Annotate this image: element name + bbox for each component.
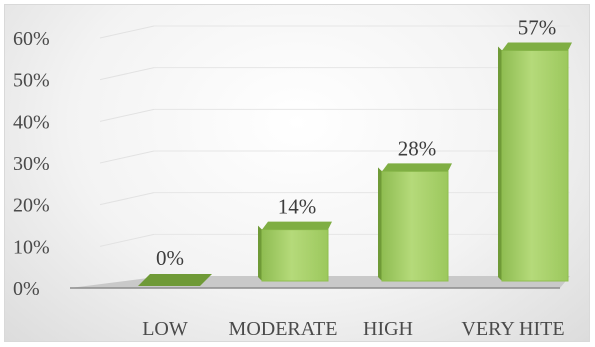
y-tick-label: 10%	[13, 236, 50, 258]
data-labels: 0% 14% 28% 57%	[156, 16, 556, 271]
data-label-3: 57%	[518, 16, 557, 40]
bar-side	[258, 225, 262, 281]
gridline-diag-3	[99, 150, 155, 164]
x-category-label-1: MODERATE	[229, 318, 338, 340]
bar-chart: 0% 10% 20% 30% 40% 50% 60% 0% 14% 28% 57% LOW MODE…	[13, 16, 572, 340]
x-axis-categories: LOW MODERATE HIGH VERY HITE	[142, 318, 564, 340]
y-tick-label: 40%	[13, 111, 50, 133]
bar-top	[502, 42, 572, 51]
data-label-2: 28%	[398, 136, 437, 160]
bar-1	[258, 221, 332, 282]
data-label-0: 0%	[156, 246, 184, 270]
bar-2	[378, 163, 452, 282]
y-axis-ticks: 0% 10% 20% 30% 40% 50% 60%	[13, 28, 50, 300]
x-category-label-2: HIGH	[363, 318, 413, 340]
y-tick-label: 50%	[13, 70, 50, 92]
gridline-diag-2	[99, 192, 155, 206]
y-tick-label: 60%	[13, 28, 50, 50]
bar-top	[138, 274, 212, 286]
gridline-diag-1	[99, 233, 155, 247]
gridline-diag-5	[99, 67, 155, 81]
bar-side	[378, 167, 382, 281]
y-tick-label: 30%	[13, 153, 50, 175]
bar-front	[501, 50, 569, 282]
bar-front	[381, 170, 449, 282]
y-tick-label: 0%	[13, 278, 40, 300]
bars	[138, 42, 572, 286]
bar-top	[382, 163, 452, 172]
chart-frame: 0% 10% 20% 30% 40% 50% 60% 0% 14% 28% 57% LOW MODE…	[4, 4, 590, 342]
gridline-diag-6	[99, 25, 155, 39]
x-category-label-3: VERY HITE	[461, 318, 564, 340]
bar-3	[498, 42, 572, 282]
y-tick-label: 20%	[13, 195, 50, 217]
bar-side	[498, 46, 502, 281]
data-label-1: 14%	[278, 195, 317, 219]
bar-front	[261, 229, 329, 282]
x-category-label-0: LOW	[142, 318, 188, 340]
gridline-diag-4	[99, 108, 155, 122]
bar-top	[262, 221, 332, 230]
bar-0	[138, 274, 212, 286]
